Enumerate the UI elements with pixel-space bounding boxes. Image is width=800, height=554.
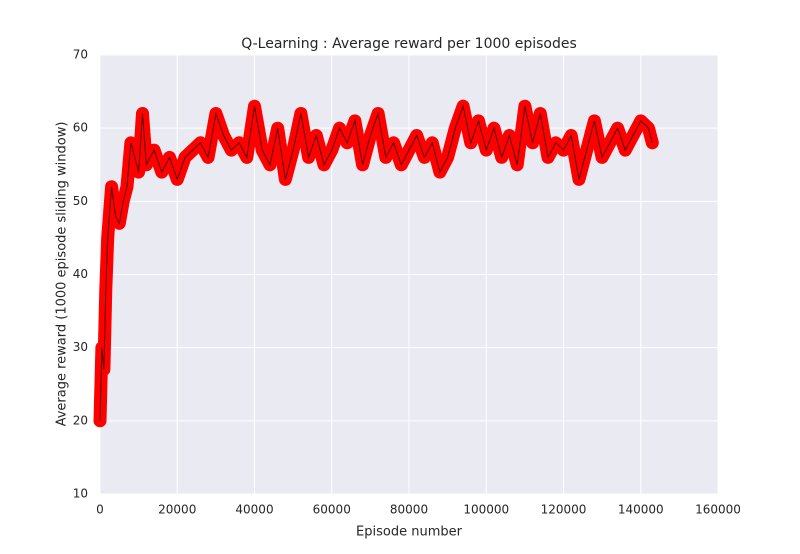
y-tick-label: 70 xyxy=(73,48,88,62)
x-tick-label: 80000 xyxy=(390,503,428,517)
y-tick-label: 50 xyxy=(73,194,88,208)
y-tick-label: 10 xyxy=(73,487,88,501)
x-tick-label: 160000 xyxy=(695,503,741,517)
x-tick-label: 100000 xyxy=(463,503,509,517)
chart-title: Q-Learning : Average reward per 1000 epi… xyxy=(241,36,577,52)
x-tick-label: 40000 xyxy=(235,503,273,517)
x-tick-label: 20000 xyxy=(158,503,196,517)
x-tick-label: 140000 xyxy=(618,503,664,517)
y-tick-label: 30 xyxy=(73,340,88,354)
x-tick-label: 120000 xyxy=(541,503,587,517)
y-axis-label: Average reward (1000 episode sliding win… xyxy=(55,122,70,427)
data-line-edge xyxy=(99,104,653,421)
y-tick-label: 20 xyxy=(73,413,88,427)
y-tick-label: 40 xyxy=(73,267,88,281)
x-axis-label: Episode number xyxy=(356,525,463,540)
y-tick-label: 60 xyxy=(73,121,88,135)
x-tick-label: 60000 xyxy=(313,503,351,517)
x-tick-label: 0 xyxy=(96,503,104,517)
